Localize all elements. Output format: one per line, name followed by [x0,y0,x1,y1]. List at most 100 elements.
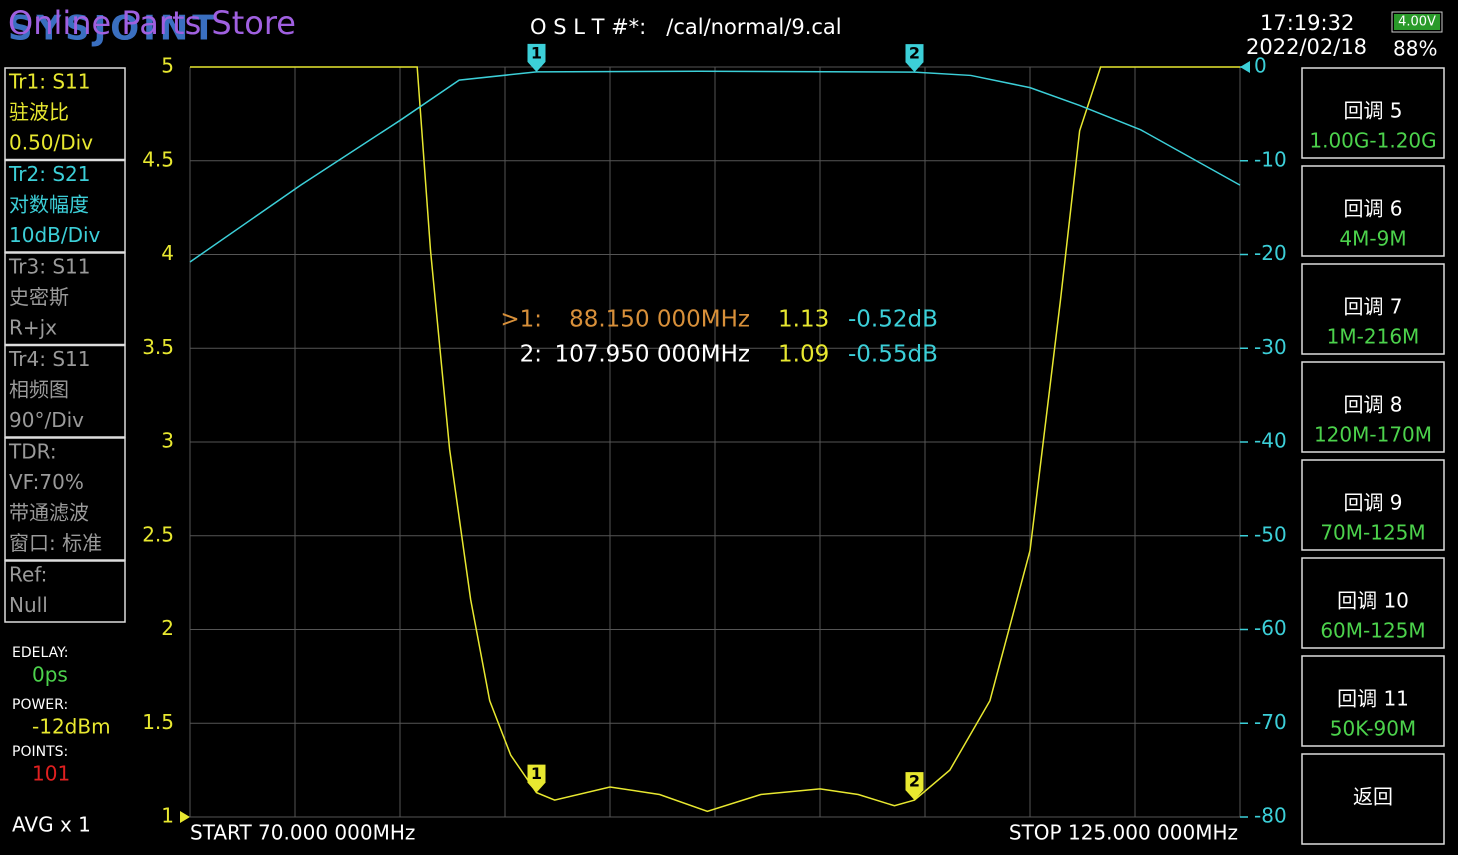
menu-range: 50K-90M [1330,717,1416,741]
start-label: START 70.000 000MHz [190,821,415,845]
marker [527,764,546,793]
menu-range: 1.00G-1.20G [1309,129,1436,153]
marker-label: 1 [531,43,542,62]
y-tick-label: 5 [161,54,174,78]
ref-arrow-right [1240,61,1250,73]
trace-info: 窗口: 标准 [9,531,102,555]
stop-label: STOP 125.000 000MHz [1009,821,1238,845]
readout-freq: 88.150 000MHz [569,307,750,333]
readout-db: -0.52dB [848,307,938,333]
y-tick-label: 3 [161,429,174,453]
menu-button[interactable] [1301,165,1445,257]
marker [905,44,924,73]
trace-info: 带通滤波 [9,501,89,525]
trace-box [4,252,126,346]
readout-freq: 107.950 000MHz [554,342,750,368]
menu-range: 4M-9M [1339,227,1406,251]
y2-tick-label: -20 [1254,241,1287,265]
y-tick-label: 4.5 [142,147,174,171]
trace-info: 90°/Div [9,408,84,432]
status-avg: AVG x 1 [12,813,91,837]
trace-info: Tr1: S11 [8,70,90,94]
trace-info: 对数幅度 [9,193,89,217]
ref-arrow-left [180,811,190,823]
status-points: 101 [32,762,70,786]
y2-tick-label: -40 [1254,429,1287,453]
status-points-label: POINTS: [12,744,68,760]
menu-button[interactable] [1301,361,1445,453]
trace-box [4,560,126,623]
trace-info: Tr3: S11 [8,255,90,279]
time: 17:19:32 [1260,11,1354,35]
brand: SYSJOINT [8,9,219,49]
cal-status: O S L T #*: /cal/normal/9.cal [530,15,842,39]
readout-db: -0.55dB [848,342,938,368]
marker [905,772,924,801]
menu-button[interactable] [1301,557,1445,649]
y2-tick-label: -80 [1254,804,1287,828]
marker-label: 1 [531,764,542,783]
date: 2022/02/18 [1246,35,1367,59]
watermark: Online Parts Store [8,4,296,42]
trace-info: 驻波比 [9,100,69,124]
trace-info: Tr4: S11 [8,347,90,371]
battery-icon [1391,11,1443,33]
menu-range: 70M-125M [1320,521,1425,545]
battery-level [1394,14,1440,30]
menu-button[interactable] [1301,655,1445,747]
marker-label: 2 [909,44,920,63]
menu-title: 回调 8 [1343,393,1402,417]
menu-title: 回调 9 [1343,491,1402,515]
readout-id: 2: [520,342,542,368]
menu-button[interactable] [1301,753,1445,845]
marker [527,43,546,72]
readout-swr: 1.09 [778,342,829,368]
menu-button[interactable] [1301,459,1445,551]
status-edelay: 0ps [32,663,68,687]
menu-button[interactable] [1301,263,1445,355]
trace-info: R+jx [9,316,57,340]
battery-percent: 88% [1393,37,1437,61]
menu-title: 回调 5 [1343,99,1402,123]
trace-info: 10dB/Div [9,223,101,247]
menu-button[interactable] [1301,67,1445,159]
trace-box [4,159,126,253]
y2-tick-label: 0 [1254,54,1267,78]
y2-tick-label: -60 [1254,616,1287,640]
menu-range: 60M-125M [1320,619,1425,643]
trace-box [4,67,126,161]
y-tick-label: 4 [161,241,174,265]
y2-tick-label: -30 [1254,335,1287,359]
y-tick-label: 2 [161,616,174,640]
trace-box [4,437,126,561]
menu-title: 回调 10 [1337,589,1409,613]
y-tick-label: 3.5 [142,335,174,359]
menu-title: 回调 7 [1343,295,1402,319]
y2-tick-label: -70 [1254,710,1287,734]
y-tick-label: 2.5 [142,522,174,546]
battery-voltage: 4.00V [1398,15,1436,30]
y-tick-label: 1 [161,804,174,828]
y-tick-label: 1.5 [142,710,174,734]
status-power: -12dBm [32,715,111,739]
menu-title: 返回 [1353,785,1393,809]
menu-range: 1M-216M [1327,325,1420,349]
y2-tick-label: -50 [1254,522,1287,546]
y2-tick-label: -10 [1254,147,1287,171]
trace-s21 [189,70,1241,263]
trace-info: Tr2: S21 [8,162,90,186]
trace-info: 相频图 [9,378,69,402]
trace-info: Null [9,593,48,617]
trace-s11 [190,66,1240,813]
readout-id: >1: [500,307,542,333]
readout-swr: 1.13 [778,307,829,333]
trace-info: 0.50/Div [9,131,93,155]
menu-title: 回调 11 [1337,687,1409,711]
trace-info: TDR: [8,440,57,464]
trace-info: Ref: [9,563,47,587]
trace-info: VF:70% [9,470,84,494]
marker-label: 2 [909,772,920,791]
menu-title: 回调 6 [1343,197,1402,221]
trace-info: 史密斯 [9,285,69,309]
